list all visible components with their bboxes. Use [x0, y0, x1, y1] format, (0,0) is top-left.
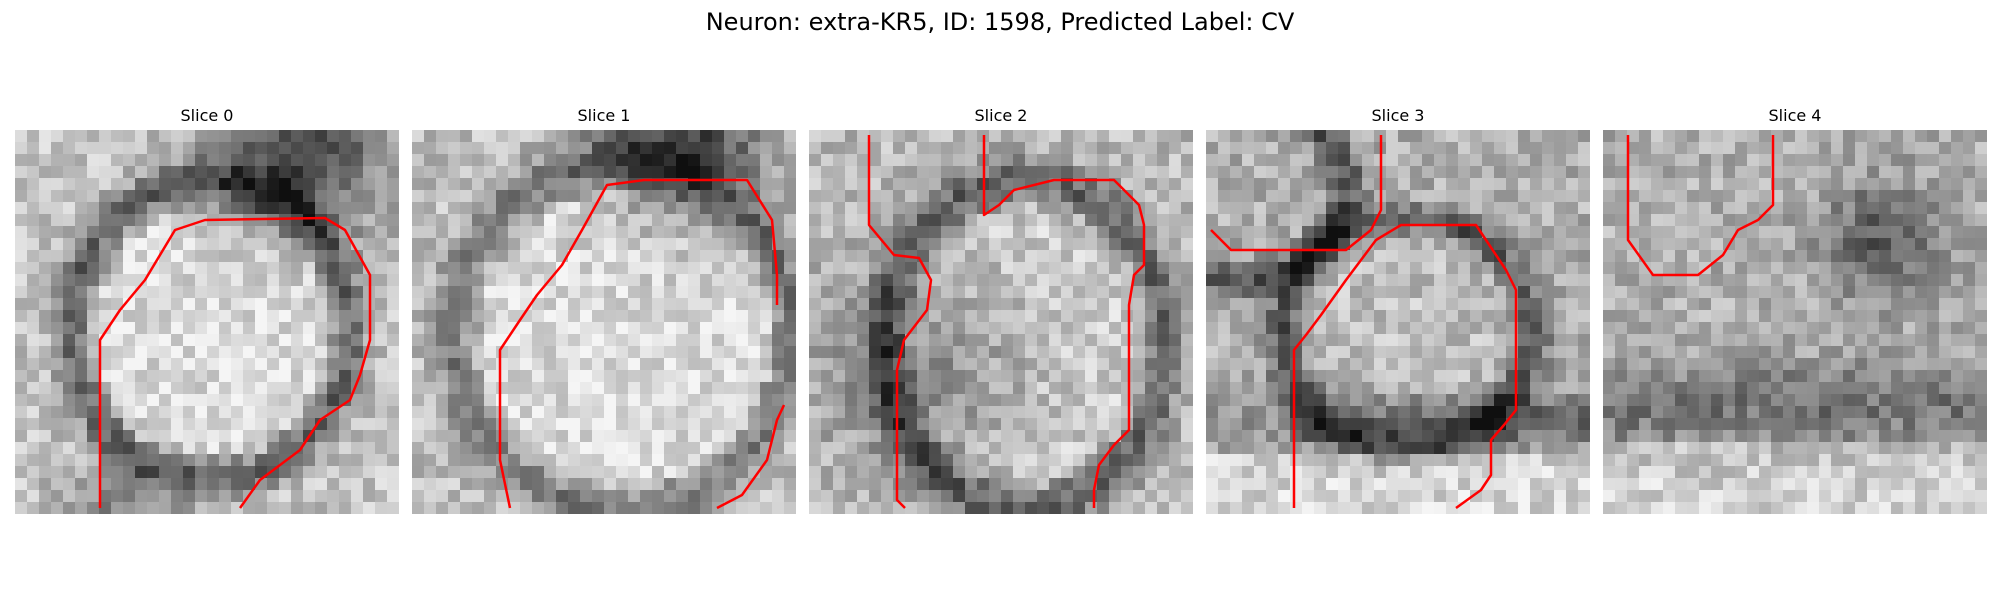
- image-pixels: [1603, 130, 1987, 514]
- segmentation-contour: [982, 135, 1146, 508]
- figure-title: Neuron: extra-KR5, ID: 1598, Predicted L…: [705, 8, 1295, 36]
- slice-image: [1206, 130, 1590, 514]
- segmentation-contour: [98, 216, 372, 509]
- image-pixels: [1206, 130, 1590, 514]
- image-pixels: [15, 130, 399, 514]
- image-pixels: [412, 130, 796, 514]
- segmentation-contour: [498, 178, 779, 509]
- slice-title: Slice 1: [577, 106, 631, 125]
- image-pixels: [809, 130, 1193, 514]
- slice-panel-3: Slice 3: [1206, 106, 1590, 514]
- slice-image: [15, 130, 399, 514]
- slice-image: [809, 130, 1193, 514]
- slice-panel-4: Slice 4: [1603, 106, 1987, 514]
- slice-image: [412, 130, 796, 514]
- slice-panel-1: Slice 1: [412, 106, 796, 514]
- segmentation-contour: [1210, 135, 1383, 252]
- slice-title: Slice 4: [1768, 106, 1822, 125]
- slice-title: Slice 0: [180, 106, 234, 125]
- segmentation-contour: [1626, 135, 1775, 277]
- slice-panel-2: Slice 2: [809, 106, 1193, 514]
- segmentation-contour: [716, 404, 786, 510]
- slice-title: Slice 3: [1371, 106, 1425, 125]
- segmentation-contour: [867, 135, 933, 509]
- slice-panel-0: Slice 0: [15, 106, 399, 514]
- slice-image: [1603, 130, 1987, 514]
- segmentation-contour: [1292, 223, 1518, 510]
- slice-title: Slice 2: [974, 106, 1028, 125]
